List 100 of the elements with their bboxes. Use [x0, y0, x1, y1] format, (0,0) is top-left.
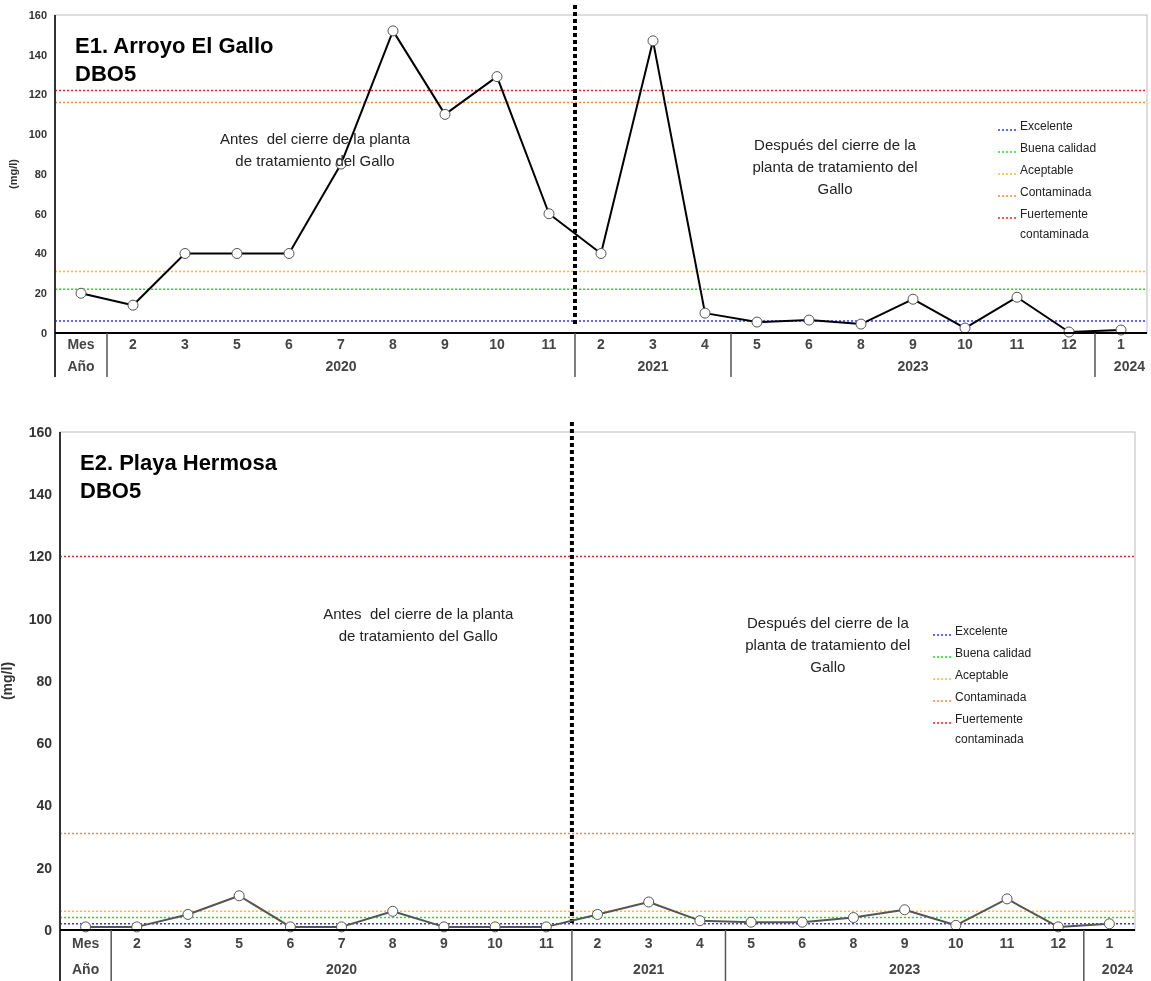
annotation: Después del cierre de la planta de tratamiento del Gallo: [745, 614, 911, 676]
x-tick-label: 7: [337, 335, 346, 352]
point: [233, 890, 245, 902]
x-tick-label: 3: [644, 934, 653, 951]
y-tick-label: 60: [36, 735, 53, 752]
x-tick-label: 10: [487, 934, 504, 951]
x-tick-label: 1: [1105, 934, 1114, 951]
y-tick-label: 100: [28, 610, 53, 627]
x-tick-label: 5: [753, 335, 762, 352]
x-tick-label: 12: [1061, 335, 1077, 352]
text: DBO5: [80, 478, 142, 503]
y-tick-label: 80: [34, 167, 47, 180]
y-tick-label: 120: [28, 88, 47, 101]
y-axis-title: (mg/l): [7, 158, 19, 189]
x-tick-label: 8: [849, 934, 858, 951]
legend-label: Buena calidad: [955, 646, 1032, 660]
text: 2024: [1101, 960, 1134, 977]
text: E1. Arroyo El Gallo: [75, 33, 274, 58]
point: [745, 916, 757, 928]
y-tick-label: 0: [40, 326, 47, 339]
y-tick-label: 80: [36, 672, 53, 689]
text: 2020: [325, 960, 358, 977]
point: [592, 908, 603, 920]
y-tick-label: 0: [44, 921, 53, 938]
text: 2020: [325, 357, 357, 374]
annotation: Después del cierre de la planta de tratamiento del Gallo: [752, 136, 918, 198]
text: 2023: [897, 357, 929, 374]
x-tick-label: 3: [649, 335, 658, 352]
point: [796, 916, 808, 928]
x-tick-label: 5: [233, 335, 242, 352]
x-tick-label: 9: [440, 934, 449, 951]
y-tick-label: 20: [34, 287, 47, 300]
legend-label: Contaminada: [1020, 185, 1092, 199]
x-tick-label: 2: [132, 934, 141, 951]
x-tick-label: 12: [1050, 934, 1067, 951]
x-tick-label: 10: [957, 335, 973, 352]
legend-label: Fuertemente contaminada: [955, 712, 1025, 746]
legend-label: Excelente: [955, 624, 1009, 638]
y-tick-label: 100: [28, 128, 47, 141]
x-tick-label: 9: [900, 934, 909, 951]
y-tick-label: 140: [28, 48, 47, 61]
annotation: Antes del cierre de la planta de tratamiento del Gallo: [323, 604, 515, 644]
x-tick-label: 6: [285, 335, 294, 352]
point: [182, 908, 194, 920]
x-tick-label: 4: [701, 335, 710, 352]
text: DBO5: [75, 61, 137, 86]
point: [847, 912, 859, 924]
annotation: Antes del cierre de la planta de tratamiento del Gallo: [219, 130, 411, 170]
x-tick-label: 9: [909, 335, 918, 352]
text: 2024: [1113, 357, 1146, 374]
text: Año: [67, 357, 95, 374]
x-tick-label: 4: [695, 934, 704, 951]
x-tick-label: 11: [999, 934, 1015, 951]
point: [1001, 893, 1013, 905]
x-tick-label: 6: [805, 335, 814, 352]
y-tick-label: 40: [36, 797, 53, 814]
legend-label: Aceptable: [1020, 163, 1074, 177]
x-tick-label: 6: [286, 934, 295, 951]
legend-label: Excelente: [1020, 119, 1074, 133]
x-tick-label: 10: [489, 335, 505, 352]
x-tick-label: 7: [337, 934, 346, 951]
text: 2021: [633, 960, 665, 977]
y-tick-label: 140: [28, 486, 53, 503]
x-tick-label: Mes: [67, 335, 95, 352]
text: Año: [71, 960, 100, 977]
y-axis-title: (mg/l): [0, 661, 15, 701]
x-tick-label: 5: [747, 934, 756, 951]
y-tick-label: 160: [28, 8, 47, 21]
legend-label: Aceptable: [955, 668, 1009, 682]
x-tick-label: 3: [184, 934, 193, 951]
x-tick-label: 8: [388, 934, 397, 951]
x-tick-label: 2: [597, 335, 606, 352]
x-tick-label: 11: [1009, 335, 1025, 352]
point: [694, 915, 706, 927]
legend-label: Contaminada: [955, 690, 1027, 704]
y-tick-label: 160: [28, 423, 53, 440]
x-tick-label: 2: [129, 335, 138, 352]
x-tick-label: 2: [593, 934, 602, 951]
legend-label: Buena calidad: [1020, 141, 1097, 155]
y-tick-label: 20: [36, 859, 53, 876]
text: 2021: [637, 357, 669, 374]
x-tick-label: 11: [541, 335, 557, 352]
point: [643, 896, 655, 908]
legend-label: Fuertemente contaminada: [1020, 207, 1090, 241]
point: [387, 905, 399, 917]
x-tick-label: 8: [857, 335, 866, 352]
x-tick-label: 5: [235, 934, 244, 951]
x-tick-label: 9: [441, 335, 450, 352]
y-tick-label: 120: [28, 548, 53, 565]
text: 2023: [889, 960, 921, 977]
x-tick-label: 3: [181, 335, 190, 352]
y-tick-label: 40: [34, 247, 47, 260]
x-tick-label: Mes: [71, 934, 100, 951]
x-tick-label: 8: [389, 335, 398, 352]
x-tick-label: 6: [798, 934, 807, 951]
x-tick-label: 10: [948, 934, 964, 951]
text: E2. Playa Hermosa: [80, 450, 278, 475]
x-tick-label: 1: [1117, 335, 1126, 352]
x-tick-label: 11: [538, 934, 554, 951]
point: [1103, 918, 1115, 930]
